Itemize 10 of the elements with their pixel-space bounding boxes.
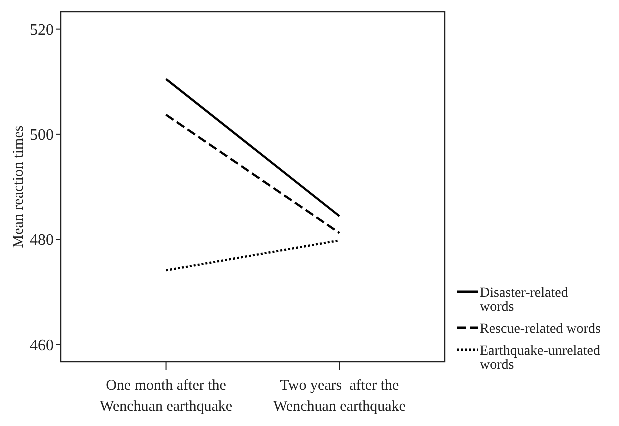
y-tick-label: 460: [30, 337, 54, 354]
y-tick-label: 500: [30, 127, 54, 144]
x-tick-label: Two years after the Wenchuan earthquake: [273, 378, 406, 415]
y-tick-label: 520: [30, 22, 54, 39]
legend-label: Earthquake-unrelated words: [480, 344, 600, 373]
x-tick-label: One month after the Wenchuan earthquake: [100, 378, 233, 415]
legend-label: Disaster-related words: [480, 286, 568, 315]
y-axis-title: Mean reaction times: [11, 126, 27, 248]
y-tick-label: 480: [30, 232, 54, 250]
legend-label: Rescue-related words: [480, 322, 601, 337]
